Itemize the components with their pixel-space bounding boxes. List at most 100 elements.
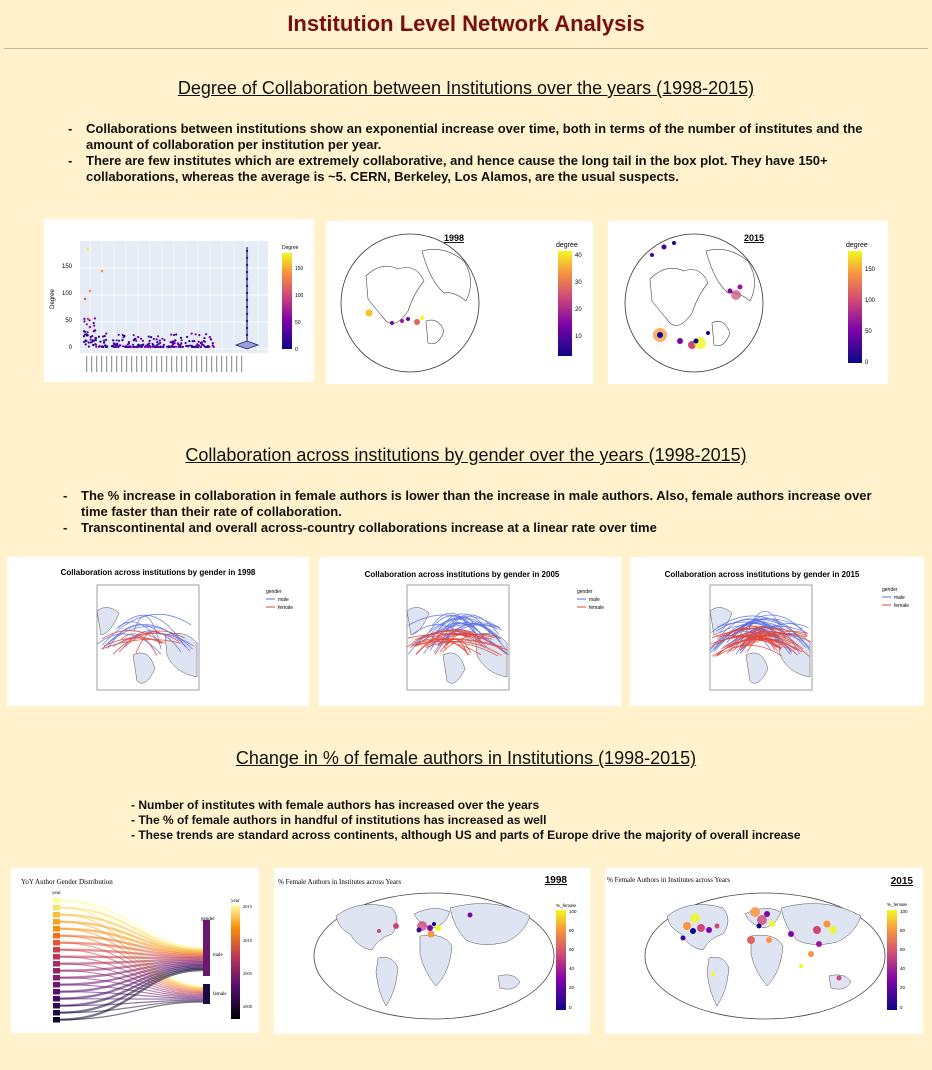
- colorbar-tick: 150: [865, 267, 876, 273]
- data-point: [190, 344, 193, 347]
- section-bullets-female: Number of institutes with female authors…: [131, 798, 831, 843]
- data-point: [159, 345, 162, 348]
- y-tick: 100: [62, 291, 73, 297]
- female-arc: [408, 633, 493, 640]
- male-arc: [102, 613, 192, 646]
- data-point: [697, 924, 705, 932]
- box-outlier: [245, 312, 249, 316]
- sankey-flow: [59, 914, 204, 989]
- data-point: [175, 333, 178, 336]
- data-point: [162, 343, 165, 346]
- data-point: [427, 930, 435, 938]
- chart-title: Collaboration across institutions by gen…: [61, 568, 256, 577]
- gender-map-2005[interactable]: Collaboration across institutions by gen…: [319, 557, 621, 706]
- sankey-source-node: [53, 1017, 60, 1023]
- data-point: [102, 341, 106, 344]
- data-point: [112, 339, 115, 342]
- data-point: [427, 925, 433, 931]
- data-point: [82, 330, 86, 333]
- female-arc: [428, 638, 503, 648]
- colorbar-tick: 150: [295, 266, 304, 272]
- data-point: [104, 344, 107, 347]
- data-point: [132, 334, 135, 337]
- globe-map-1998[interactable]: 1998 degree 40 30 20 10: [326, 221, 593, 384]
- data-point: [92, 343, 95, 347]
- data-point: [166, 345, 169, 348]
- data-point: [148, 339, 151, 342]
- sankey-flow: [59, 999, 204, 1007]
- sankey-flow: [59, 942, 204, 993]
- box-outlier: [245, 277, 249, 281]
- data-point: [95, 345, 98, 348]
- data-point: [152, 337, 155, 341]
- x-tick-label: [206, 356, 208, 372]
- globe-outline: [340, 233, 480, 373]
- data-point: [98, 344, 101, 347]
- bullet: Collaborations between institutions show…: [68, 121, 868, 153]
- legend-label-male: male: [278, 597, 289, 603]
- male-arc: [104, 624, 191, 652]
- data-point: [157, 335, 160, 338]
- continent-europe: [711, 321, 731, 347]
- section-heading-degree: Degree of Collaboration between Institut…: [177, 78, 755, 98]
- sankey-flow: [59, 959, 204, 972]
- degree-scatter-plot[interactable]: Degree 0 50 100 150 Degree 150 100 50 0: [44, 219, 314, 382]
- data-point: [672, 241, 676, 245]
- data-point: [116, 342, 119, 345]
- data-point: [127, 341, 130, 344]
- continent: [442, 652, 466, 684]
- sankey-flow: [59, 928, 204, 991]
- section-bullets-degree: Collaborations between institutions show…: [68, 121, 868, 185]
- sankey-flow: [59, 913, 204, 952]
- female-arc: [714, 635, 783, 649]
- sankey-source-node: [53, 996, 60, 1002]
- data-point: [365, 309, 373, 317]
- sankey-flow: [59, 1000, 204, 1014]
- data-point: [176, 342, 179, 345]
- data-point: [82, 335, 86, 338]
- box-outlier: [245, 305, 249, 309]
- colorbar-tick: 60: [569, 947, 575, 952]
- sankey-target-node-male: [203, 920, 210, 976]
- data-point: [94, 343, 98, 346]
- colorbar: [231, 905, 240, 1019]
- male-arc: [101, 626, 193, 650]
- x-tick-label: [216, 356, 218, 372]
- data-point: [799, 964, 803, 968]
- colorbar-tick: 80: [569, 928, 575, 933]
- sankey-gender-distribution[interactable]: YoY Author Gender Distribution year gend…: [11, 868, 259, 1033]
- data-point: [148, 342, 151, 345]
- data-point: [83, 320, 86, 323]
- data-point: [123, 334, 126, 338]
- female-arc: [739, 630, 809, 651]
- data-point: [189, 344, 192, 347]
- male-arc: [431, 613, 474, 632]
- chart-title: % Female Authors in Institutes across Ye…: [278, 878, 401, 886]
- colorbar-tick: 2010: [243, 938, 253, 943]
- female-map-2015[interactable]: % Female Authors in Institutes across Ye…: [605, 868, 923, 1034]
- female-map-1998[interactable]: % Female Authors in Institutes across Ye…: [274, 868, 590, 1034]
- continent-north-america: [365, 265, 425, 324]
- gender-map-2015[interactable]: Collaboration across institutions by gen…: [630, 557, 924, 706]
- female-arc: [712, 633, 807, 657]
- box-outlier: [245, 333, 249, 337]
- data-point: [661, 244, 667, 250]
- legend-title: %_female: [887, 902, 908, 907]
- gender-map-1998[interactable]: Collaboration across institutions by gen…: [7, 557, 309, 706]
- globe-title: 1998: [444, 233, 464, 243]
- outlier-point: [100, 269, 104, 273]
- data-point: [155, 345, 159, 348]
- box-outlier: [245, 263, 249, 267]
- data-point: [89, 338, 92, 341]
- data-point: [199, 345, 203, 349]
- colorbar: [558, 251, 572, 356]
- data-point: [756, 923, 762, 929]
- data-point: [147, 335, 150, 338]
- data-point: [152, 343, 155, 346]
- data-point: [197, 340, 200, 343]
- data-point: [677, 338, 683, 344]
- colorbar-tick: 2000: [243, 1004, 253, 1009]
- data-point: [390, 321, 394, 325]
- globe-map-2015[interactable]: 2015 degree 150 100 50 0: [608, 221, 888, 384]
- x-tick-label: [111, 356, 113, 372]
